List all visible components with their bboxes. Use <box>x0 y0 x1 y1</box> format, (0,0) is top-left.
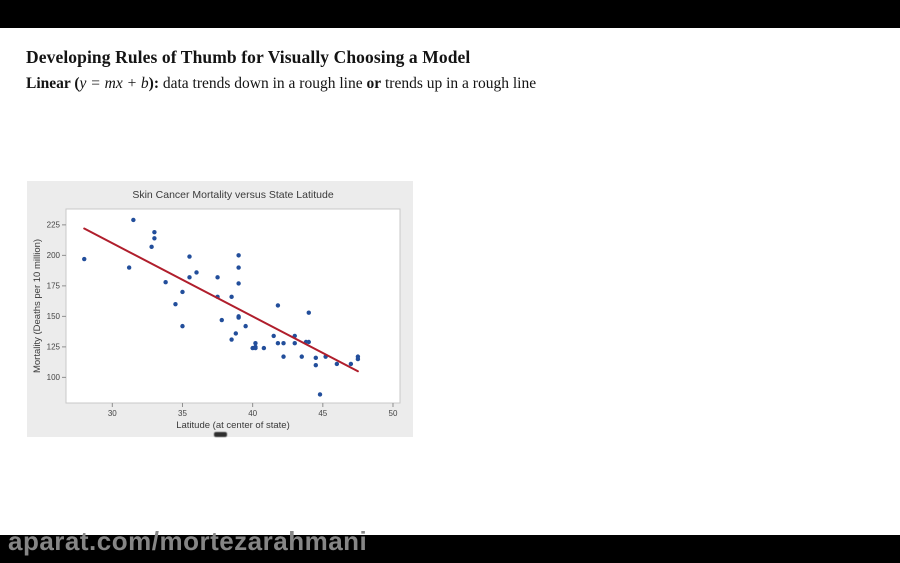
letterbox-top-bar <box>0 0 900 28</box>
data-point <box>163 280 168 285</box>
x-tick-label: 30 <box>108 409 117 418</box>
data-point <box>313 355 318 361</box>
data-point <box>233 331 239 336</box>
data-point <box>253 345 258 351</box>
y-tick-label: 100 <box>47 373 61 382</box>
data-point <box>243 323 248 329</box>
x-tick-label: 45 <box>318 409 327 418</box>
data-point <box>275 303 281 308</box>
lesson-title: Developing Rules of Thumb for Visually C… <box>26 47 471 67</box>
data-point <box>292 341 297 346</box>
data-point <box>173 301 178 307</box>
x-tick-label: 50 <box>389 409 398 418</box>
data-point <box>187 275 192 280</box>
data-point <box>306 310 311 315</box>
video-artifact-smudge <box>214 432 227 437</box>
data-point <box>299 354 304 359</box>
letterbox-bottom-bar <box>0 535 900 563</box>
subtitle-segment: Linear ( <box>26 75 80 92</box>
data-point <box>131 217 136 223</box>
data-point <box>306 339 311 345</box>
lesson-subtitle: Linear (y = mx + b): data trends down in… <box>26 75 536 93</box>
data-point <box>334 361 340 367</box>
data-point <box>152 229 157 235</box>
data-point <box>313 362 318 368</box>
data-point <box>281 341 286 346</box>
data-point <box>355 354 361 359</box>
subtitle-segment: trends up in a rough line <box>381 75 537 92</box>
data-point <box>253 341 258 346</box>
data-point <box>215 275 220 280</box>
data-point <box>152 236 157 241</box>
data-point <box>236 253 241 258</box>
data-point <box>229 337 234 342</box>
x-tick-label: 40 <box>248 409 257 418</box>
data-point <box>261 345 267 351</box>
x-tick-label: 35 <box>178 409 187 418</box>
data-point <box>236 315 241 320</box>
y-tick-label: 175 <box>47 282 61 291</box>
data-point <box>281 354 286 359</box>
chart-title: Skin Cancer Mortality versus State Latit… <box>132 189 334 201</box>
subtitle-segment: y = mx + b <box>79 75 149 92</box>
data-point <box>317 392 323 397</box>
data-point <box>180 323 185 329</box>
subtitle-segment: ): <box>148 75 159 92</box>
data-point <box>229 294 234 300</box>
x-axis-label: Latitude (at center of state) <box>176 420 290 431</box>
data-point <box>219 317 224 323</box>
data-point <box>194 270 199 275</box>
data-point <box>236 281 241 286</box>
regression-line <box>83 227 359 373</box>
scatter-chart: Skin Cancer Mortality versus State Latit… <box>27 181 413 437</box>
chart-panel: Skin Cancer Mortality versus State Latit… <box>27 181 413 437</box>
subtitle-segment: data trends down in a rough line <box>158 75 367 92</box>
data-point <box>271 333 276 339</box>
watermark-text: aparat.com/mortezarahmani <box>8 526 368 556</box>
data-point <box>180 289 185 295</box>
y-tick-label: 150 <box>47 312 61 321</box>
data-point <box>149 244 154 250</box>
y-axis-label: Mortality (Deaths per 10 million) <box>32 239 43 373</box>
subtitle-segment: or <box>366 75 382 92</box>
y-tick-label: 225 <box>47 221 61 230</box>
y-tick-label: 125 <box>47 343 61 352</box>
data-point <box>187 254 192 259</box>
data-point <box>126 265 132 270</box>
data-point <box>82 256 87 262</box>
data-point <box>348 361 354 367</box>
y-tick-label: 200 <box>47 251 61 260</box>
data-point <box>275 341 281 346</box>
data-point <box>236 265 241 270</box>
